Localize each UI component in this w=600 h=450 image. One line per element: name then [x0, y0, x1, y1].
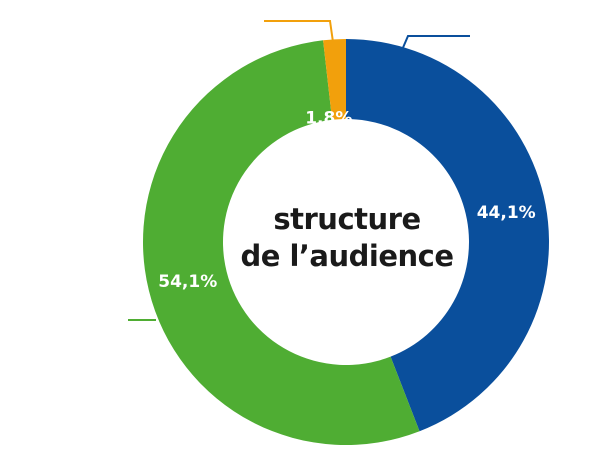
chart-title-line-1: structure [273, 202, 421, 236]
slice-1 [143, 40, 420, 445]
slice-label-2: 1,8% [305, 108, 352, 128]
leader-line-blue [401, 35, 470, 51]
chart-title-line-2: de l’audience [240, 239, 454, 273]
slice-2 [323, 39, 346, 120]
leader-line-orange [264, 20, 334, 43]
slice-label-1: 54,1% [158, 272, 217, 292]
slice-0 [346, 39, 550, 432]
slice-label-0: 44,1% [477, 203, 536, 223]
chart-title: structure de l’audience [207, 201, 487, 275]
